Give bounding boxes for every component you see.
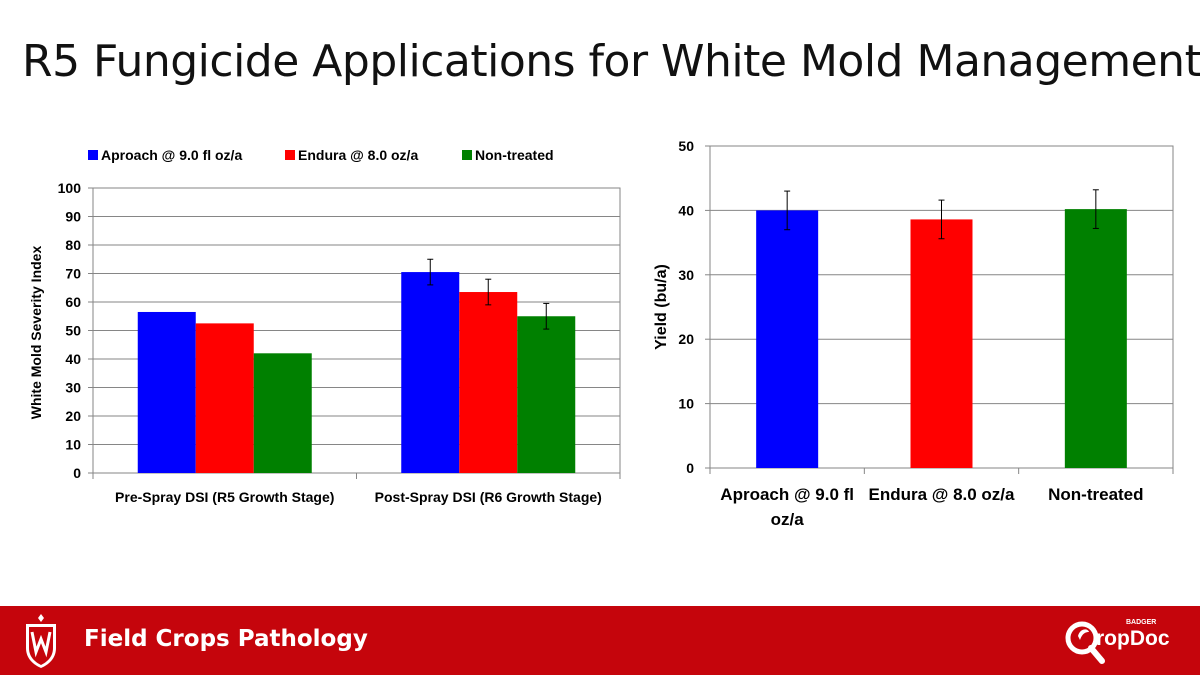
y-axis-label-1: White Mold Severity Index bbox=[28, 246, 44, 420]
y-axis-label-2: Yield (bu/a) bbox=[653, 264, 670, 350]
ytick-label-2: 50 bbox=[678, 138, 694, 154]
legend-swatch bbox=[285, 150, 295, 160]
bar bbox=[137, 311, 196, 473]
ytick-label-1: 70 bbox=[65, 266, 81, 282]
legend-label: Endura @ 8.0 oz/a bbox=[298, 147, 418, 163]
ytick-label-1: 100 bbox=[58, 180, 82, 196]
ytick-label-1: 60 bbox=[65, 294, 81, 310]
ytick-label-1: 10 bbox=[65, 437, 81, 453]
ytick-label-1: 90 bbox=[65, 209, 81, 225]
xtick-label-1: Pre-Spray DSI (R5 Growth Stage) bbox=[115, 489, 334, 505]
bar bbox=[1064, 209, 1127, 468]
ytick-label-2: 30 bbox=[678, 267, 694, 283]
slide-title: R5 Fungicide Applications for White Mold… bbox=[22, 36, 1200, 87]
xtick-label-2: Aproach @ 9.0 fl oz/a bbox=[720, 485, 854, 529]
footer-label: Field Crops Pathology bbox=[84, 626, 368, 652]
ytick-label-2: 0 bbox=[686, 460, 694, 476]
xtick-label-2: Endura @ 8.0 oz/a bbox=[868, 485, 1015, 504]
bar bbox=[910, 219, 973, 468]
legend-swatch bbox=[88, 150, 98, 160]
ytick-label-1: 30 bbox=[65, 380, 81, 396]
bar bbox=[195, 323, 254, 473]
bar bbox=[253, 353, 312, 473]
ytick-label-2: 20 bbox=[678, 331, 694, 347]
xtick-label-2: Non-treated bbox=[1048, 485, 1143, 504]
ytick-label-2: 10 bbox=[678, 396, 694, 412]
uw-crest-icon bbox=[26, 614, 56, 668]
bar bbox=[459, 292, 518, 473]
ytick-label-1: 80 bbox=[65, 237, 81, 253]
xtick-label-1: Post-Spray DSI (R6 Growth Stage) bbox=[375, 489, 602, 505]
cropdoc-logo[interactable]: BADGER ropDoc bbox=[1060, 614, 1190, 670]
logo-text: ropDoc bbox=[1096, 627, 1170, 650]
bar bbox=[401, 272, 460, 473]
bar bbox=[517, 316, 576, 473]
legend-label: Non-treated bbox=[475, 147, 554, 163]
ytick-label-2: 40 bbox=[678, 202, 694, 218]
bar bbox=[756, 210, 819, 468]
footer-bar: Field Crops Pathology BADGER ropDoc bbox=[0, 606, 1200, 675]
legend-swatch bbox=[462, 150, 472, 160]
logo-badge-text: BADGER bbox=[1126, 619, 1156, 626]
ytick-label-1: 20 bbox=[65, 408, 81, 424]
ytick-label-1: 50 bbox=[65, 323, 81, 339]
legend-label: Aproach @ 9.0 fl oz/a bbox=[101, 147, 242, 163]
ytick-label-1: 0 bbox=[73, 465, 81, 481]
ytick-label-1: 40 bbox=[65, 351, 81, 367]
